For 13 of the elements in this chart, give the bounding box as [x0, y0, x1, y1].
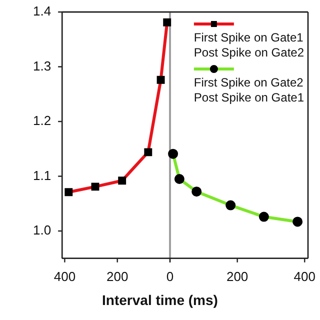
legend-label: First Spike on Gate1 Post Spike on Gate2	[194, 30, 304, 60]
y-tick-label: 1.2	[32, 113, 52, 128]
y-tick-label: 1.3	[32, 58, 52, 74]
y-tick-label: 1.1	[32, 168, 52, 183]
y-tick-label: 1.0	[32, 222, 52, 238]
x-tick-label: 400	[54, 268, 76, 284]
x-tick-label: 200	[106, 268, 128, 284]
x-tick-label: 200	[226, 268, 248, 284]
legend-label: First Spike on Gate2 Post Spike on Gate1	[194, 75, 304, 104]
x-tick-label: 400	[294, 268, 316, 284]
y-tick-label: 1.4	[32, 4, 52, 19]
x-tick-label: 0	[166, 268, 174, 284]
x-axis-title: Interval time (ms)	[101, 292, 219, 308]
